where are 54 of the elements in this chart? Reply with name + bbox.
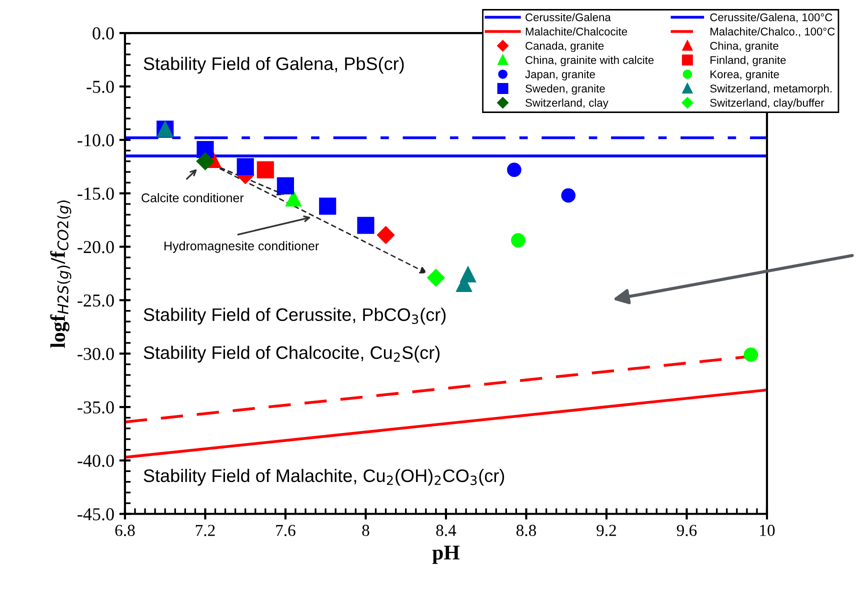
y-tick-label: -5.0 [86, 80, 114, 93]
annotation: Stability Field of Cerussite, PbCO$_{3}$(cr) [144, 308, 446, 325]
y-tick-label: -40.0 [78, 454, 114, 467]
point [256, 161, 274, 178]
x-tick-label: 7.2 [196, 524, 215, 536]
legend-label: Switzerland, clay [526, 98, 608, 109]
legend-label: Finland, granite [710, 56, 786, 66]
x-tick-label: 8.8 [516, 524, 536, 536]
point [357, 216, 374, 234]
y-tick-label: -15.0 [78, 188, 114, 200]
legend-label: Sweden, granite [526, 84, 605, 95]
point [744, 348, 758, 362]
x-tick-label: 7.6 [276, 524, 296, 536]
legend-label: Malachite/Chalco., 100°C [710, 27, 835, 37]
legend-label: China, grainite with calcite [526, 56, 654, 66]
x-tick-label: 10 [760, 524, 775, 536]
x-tick-label: 8.4 [436, 524, 456, 536]
point [511, 233, 526, 248]
annotation: Hydromagnesite conditioner [164, 241, 319, 253]
y-tick-label: -35.0 [78, 401, 114, 414]
legend-label: Japan, granite [525, 70, 595, 80]
y-tick-label: -30.0 [78, 348, 114, 360]
legend-label: Switzerland, metamorph. [710, 84, 832, 95]
y-tick-label: -10.0 [78, 134, 114, 146]
legend-label: Cerussite/Galena, 100°C [710, 13, 832, 23]
legend-label: Korea, granite [710, 70, 779, 80]
point [319, 198, 336, 215]
point [236, 158, 254, 176]
y-tick-label: -20.0 [78, 241, 114, 254]
y-tick-label: -45.0 [78, 508, 114, 520]
point [377, 226, 395, 244]
point [286, 190, 302, 207]
point [507, 162, 522, 177]
legend-label: Canada, granite [526, 42, 604, 52]
annotation: Calcite conditioner [142, 193, 244, 202]
annotation: Stability Field of Chalcocite, Cu$_{2}$S(cr) [144, 346, 440, 363]
point [276, 177, 294, 194]
legend-label: China, granite [710, 42, 778, 52]
legend-label: Cerussite/Galena [526, 13, 611, 22]
point [196, 152, 214, 170]
y-axis-title: logf$_{H2S(g)}$/f$_{CO2(g)}$ [50, 200, 72, 348]
x-tick-label: 8 [362, 524, 370, 536]
annotation: Stability Field of Malachite, Cu$_{2}$(OH)$_{2}$CO$_{3}$(cr) [144, 468, 504, 486]
x-tick-label: 9.6 [676, 524, 697, 536]
x-axis-title: pH [432, 546, 460, 564]
y-tick-label: 0.0 [92, 27, 114, 40]
legend-label: Malachite/Chalcocite [526, 27, 628, 36]
x-tick-label: 6.8 [115, 524, 135, 536]
point [561, 188, 576, 203]
y-tick-label: -25.0 [78, 294, 114, 307]
legend-label: Switzerland, clay/buffer [710, 98, 824, 109]
annotation: Stability Field of Galena, PbS(cr) [144, 56, 404, 74]
x-tick-label: 9.2 [596, 524, 616, 536]
point [427, 268, 445, 286]
